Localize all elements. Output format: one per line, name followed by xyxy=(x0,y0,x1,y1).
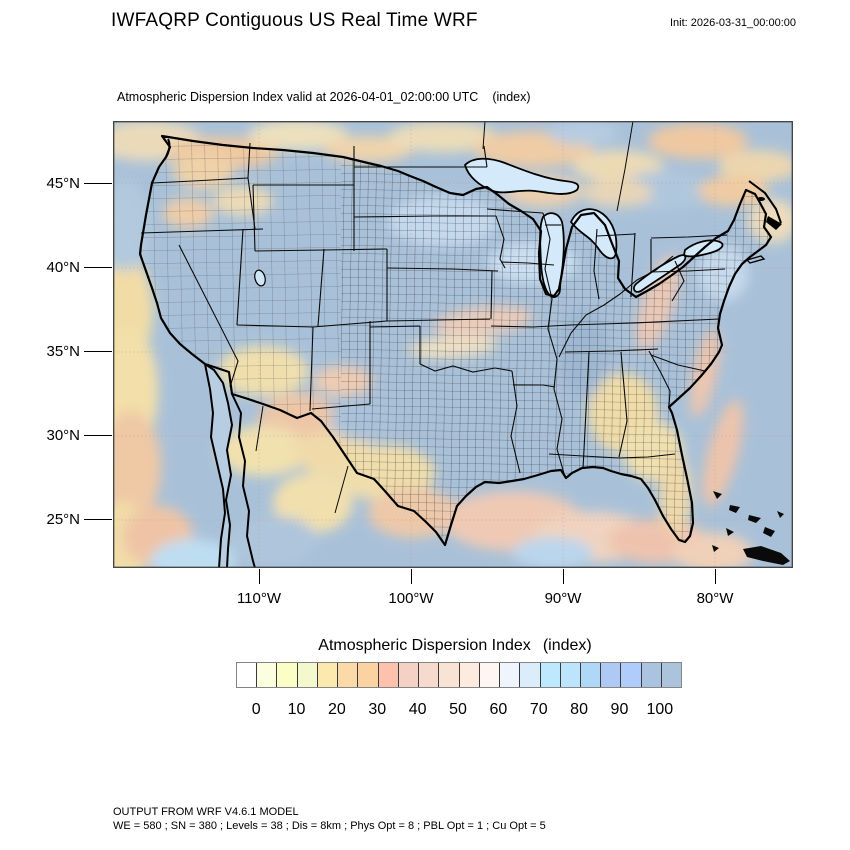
x-label-90w: 90°W xyxy=(544,590,582,607)
y-label-25n: 25°N xyxy=(46,511,80,528)
colorbar-cell xyxy=(397,663,419,687)
great-lakes xyxy=(463,157,724,298)
state-borders xyxy=(140,142,728,478)
x-label-80w: 80°W xyxy=(696,590,734,607)
colorbar-cell xyxy=(579,663,601,687)
x-label-100w: 100°W xyxy=(388,590,434,607)
colorbar-tick-label: 0 xyxy=(251,701,261,718)
colorbar-tick-label: 100 xyxy=(646,701,674,718)
canada-mexico-borders xyxy=(255,121,634,514)
map-panel xyxy=(113,121,793,568)
conus-outline xyxy=(138,134,773,547)
y-label-40n: 40°N xyxy=(46,259,80,276)
x-tick-90w xyxy=(563,569,565,584)
footer-model-line: OUTPUT FROM WRF V4.6.1 MODEL xyxy=(113,806,299,818)
footer-config-line: WE = 580 ; SN = 380 ; Levels = 38 ; Dis … xyxy=(113,820,546,832)
colorbar-cell xyxy=(377,663,398,687)
colorbar-cell xyxy=(237,663,257,687)
colorbar-cell xyxy=(357,663,378,687)
colorbar-cell xyxy=(458,663,479,687)
colorbar-cell xyxy=(499,663,520,687)
colorbar-cell xyxy=(478,663,500,687)
y-label-30n: 30°N xyxy=(46,427,80,444)
colorbar-cell xyxy=(316,663,338,687)
subtitle-units: (index) xyxy=(492,90,531,104)
colorbar-title-units: (index) xyxy=(542,637,592,654)
colorbar-tick-label: 30 xyxy=(368,701,387,718)
init-time-label: Init: 2026-03-31_00:00:00 xyxy=(670,17,796,29)
colorbar-tick-label: 40 xyxy=(408,701,427,718)
colorbar-tick-label: 50 xyxy=(449,701,467,718)
y-tick-45n xyxy=(84,183,112,185)
colorbar-title: Atmospheric Dispersion Index (index) xyxy=(255,637,655,655)
colorbar-cell xyxy=(296,663,317,687)
colorbar-tick-label: 60 xyxy=(489,701,508,718)
colorbar-cell xyxy=(640,663,661,687)
x-tick-100w xyxy=(411,569,413,584)
colorbar xyxy=(236,662,682,688)
y-tick-40n xyxy=(84,267,112,269)
colorbar-cell xyxy=(256,663,277,687)
y-tick-35n xyxy=(84,351,112,353)
maritime-canada xyxy=(745,180,782,264)
colorbar-cell xyxy=(660,663,682,687)
colorbar-cell xyxy=(276,663,297,687)
cuba-island xyxy=(743,546,790,565)
colorbar-cell xyxy=(438,663,459,687)
x-tick-80w xyxy=(715,569,717,584)
colorbar-tick-label: 20 xyxy=(328,701,346,718)
puget-sound xyxy=(164,138,171,160)
colorbar-cell xyxy=(620,663,641,687)
great-salt-lake xyxy=(254,269,266,287)
mexico-mainland-coast xyxy=(231,393,256,568)
y-tick-25n xyxy=(84,519,112,521)
baja-peninsula xyxy=(203,361,234,568)
colorbar-tick-label: 70 xyxy=(529,701,548,718)
colorbar-cell xyxy=(559,663,580,687)
colorbar-title-text: Atmospheric Dispersion Index xyxy=(318,637,531,654)
colorbar-cell xyxy=(418,663,439,687)
colorbar-tick-label: 80 xyxy=(570,701,588,718)
field-valid-time-label: Atmospheric Dispersion Index valid at 20… xyxy=(117,90,531,104)
colorbar-tick-labels: 0 10 20 30 40 50 60 70 80 90 100 xyxy=(236,701,680,721)
colorbar-cell xyxy=(600,663,621,687)
colorbar-tick-label: 10 xyxy=(287,701,306,718)
page-title: IWFAQRP Contiguous US Real Time WRF xyxy=(111,10,478,31)
colorbar-tick-label: 90 xyxy=(610,701,629,718)
x-tick-110w xyxy=(259,569,261,584)
subtitle-text: Atmospheric Dispersion Index valid at 20… xyxy=(117,90,479,104)
map-canvas xyxy=(113,121,793,568)
map-border xyxy=(113,121,793,568)
bahamas-islands xyxy=(712,491,784,552)
y-label-35n: 35°N xyxy=(46,343,80,360)
y-tick-30n xyxy=(84,435,112,437)
colorbar-cell xyxy=(519,663,540,687)
y-label-45n: 45°N xyxy=(46,175,80,192)
colorbar-cell xyxy=(337,663,358,687)
x-label-110w: 110°W xyxy=(236,590,282,607)
colorbar-cell xyxy=(539,663,560,687)
